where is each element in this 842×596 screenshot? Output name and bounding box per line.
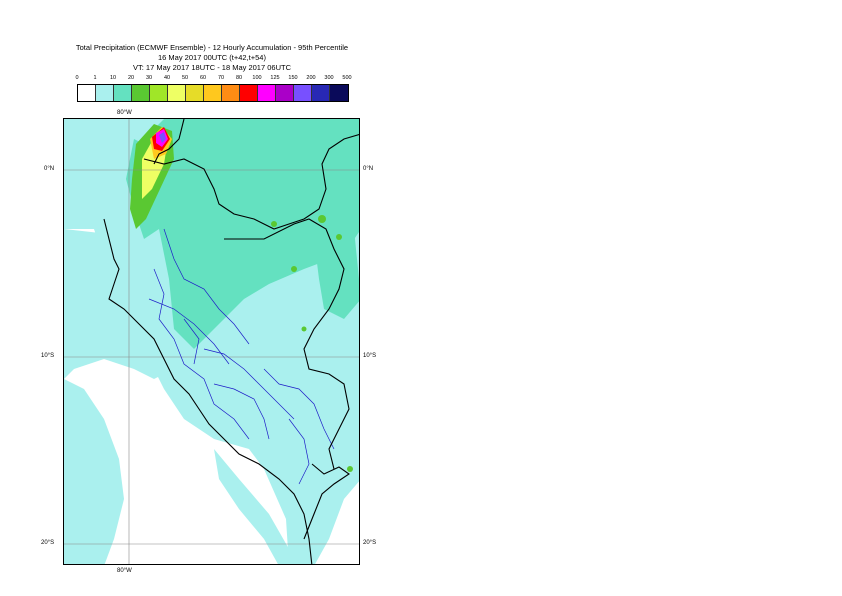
legend-tick-labels: 0 1 10 20 30 40 50 60 70 80 100 125 150 200 300 500 (0, 74, 842, 83)
legend-tick-label: 40 (163, 75, 171, 81)
province-border (203, 348, 295, 420)
precip-spot (291, 266, 297, 272)
legend-tick-label: 100 (252, 75, 262, 81)
province-border (163, 228, 250, 345)
legend-tick-label: 1 (93, 75, 97, 81)
colombia-venezuela-border (153, 119, 185, 165)
legend-swatch (78, 85, 96, 101)
lon-label-top: 80°W (117, 110, 132, 116)
lon-label-bottom: 80°W (117, 568, 132, 574)
legend-swatch (114, 85, 132, 101)
legend-tick-label: 60 (199, 75, 207, 81)
legend-swatch (258, 85, 276, 101)
valid-time-label: VT: 17 May 2017 18UTC - 18 May 2017 06UT… (133, 63, 291, 72)
precip-area-light-offshore (64, 229, 174, 379)
legend-swatch (276, 85, 294, 101)
ecuador-colombia-border (143, 134, 359, 230)
precip-area-purple (159, 132, 166, 143)
peru-bolivia-border (303, 463, 350, 540)
legend-swatch (168, 85, 186, 101)
legend-tick-label: 70 (217, 75, 225, 81)
legend-tick-label: 50 (181, 75, 189, 81)
legend-tick-label: 0 (75, 75, 79, 81)
lat-label-20-left: 20°S (41, 540, 55, 546)
province-border (263, 368, 335, 450)
coastline (103, 218, 313, 564)
graticule (64, 119, 359, 564)
legend-tick-label: 10 (109, 75, 117, 81)
lat-label-20-right: 20°S (363, 540, 377, 546)
legend-color-bar (77, 84, 349, 102)
chart-title: Total Precipitation (ECMWF Ensemble) - 1… (75, 43, 349, 52)
precip-area-light-south (64, 379, 124, 564)
province-border (213, 383, 270, 440)
precipitation-map (64, 119, 359, 564)
precip-intense-layer (130, 124, 174, 229)
legend-swatch (240, 85, 258, 101)
legend-swatch (204, 85, 222, 101)
lat-label-10-left: 10°S (41, 353, 55, 359)
province-borders (148, 228, 335, 485)
legend-swatch (312, 85, 330, 101)
legend-swatch (132, 85, 150, 101)
legend-swatch (222, 85, 240, 101)
legend-tick-label: 30 (145, 75, 153, 81)
legend-tick-label: 200 (306, 75, 316, 81)
legend-tick-label: 125 (270, 75, 280, 81)
precip-spot (271, 221, 277, 227)
legend-tick-label: 80 (235, 75, 243, 81)
precip-streak-south (214, 449, 296, 564)
legend-tick-label: 150 (288, 75, 298, 81)
province-border (183, 318, 200, 365)
legend-tick-label: 20 (127, 75, 135, 81)
province-border (148, 298, 230, 365)
precip-spots (271, 215, 353, 472)
legend-swatch (294, 85, 312, 101)
legend-tick-label: 300 (324, 75, 334, 81)
lat-label-10-right: 10°S (363, 353, 377, 359)
lat-label-0-right: 0°N (363, 166, 374, 172)
legend-tick-label: 500 (342, 75, 352, 81)
precip-spot (318, 215, 326, 223)
run-date-label: 16 May 2017 00UTC (t+42,t+54) (158, 53, 266, 62)
precip-spot (336, 234, 342, 240)
legend-swatch (96, 85, 114, 101)
precip-area-medium-east (314, 229, 359, 319)
precip-spot (301, 326, 307, 332)
province-border (288, 418, 310, 485)
country-borders (103, 119, 359, 564)
lat-label-0-left: 0°N (44, 166, 55, 172)
legend-swatch (330, 85, 348, 101)
legend-swatch (186, 85, 204, 101)
map-panel (63, 118, 360, 565)
peru-brazil-border (224, 218, 350, 470)
precip-area-medium-north (144, 119, 359, 349)
precip-spot (347, 466, 353, 472)
province-border (153, 268, 250, 440)
legend-swatch (150, 85, 168, 101)
